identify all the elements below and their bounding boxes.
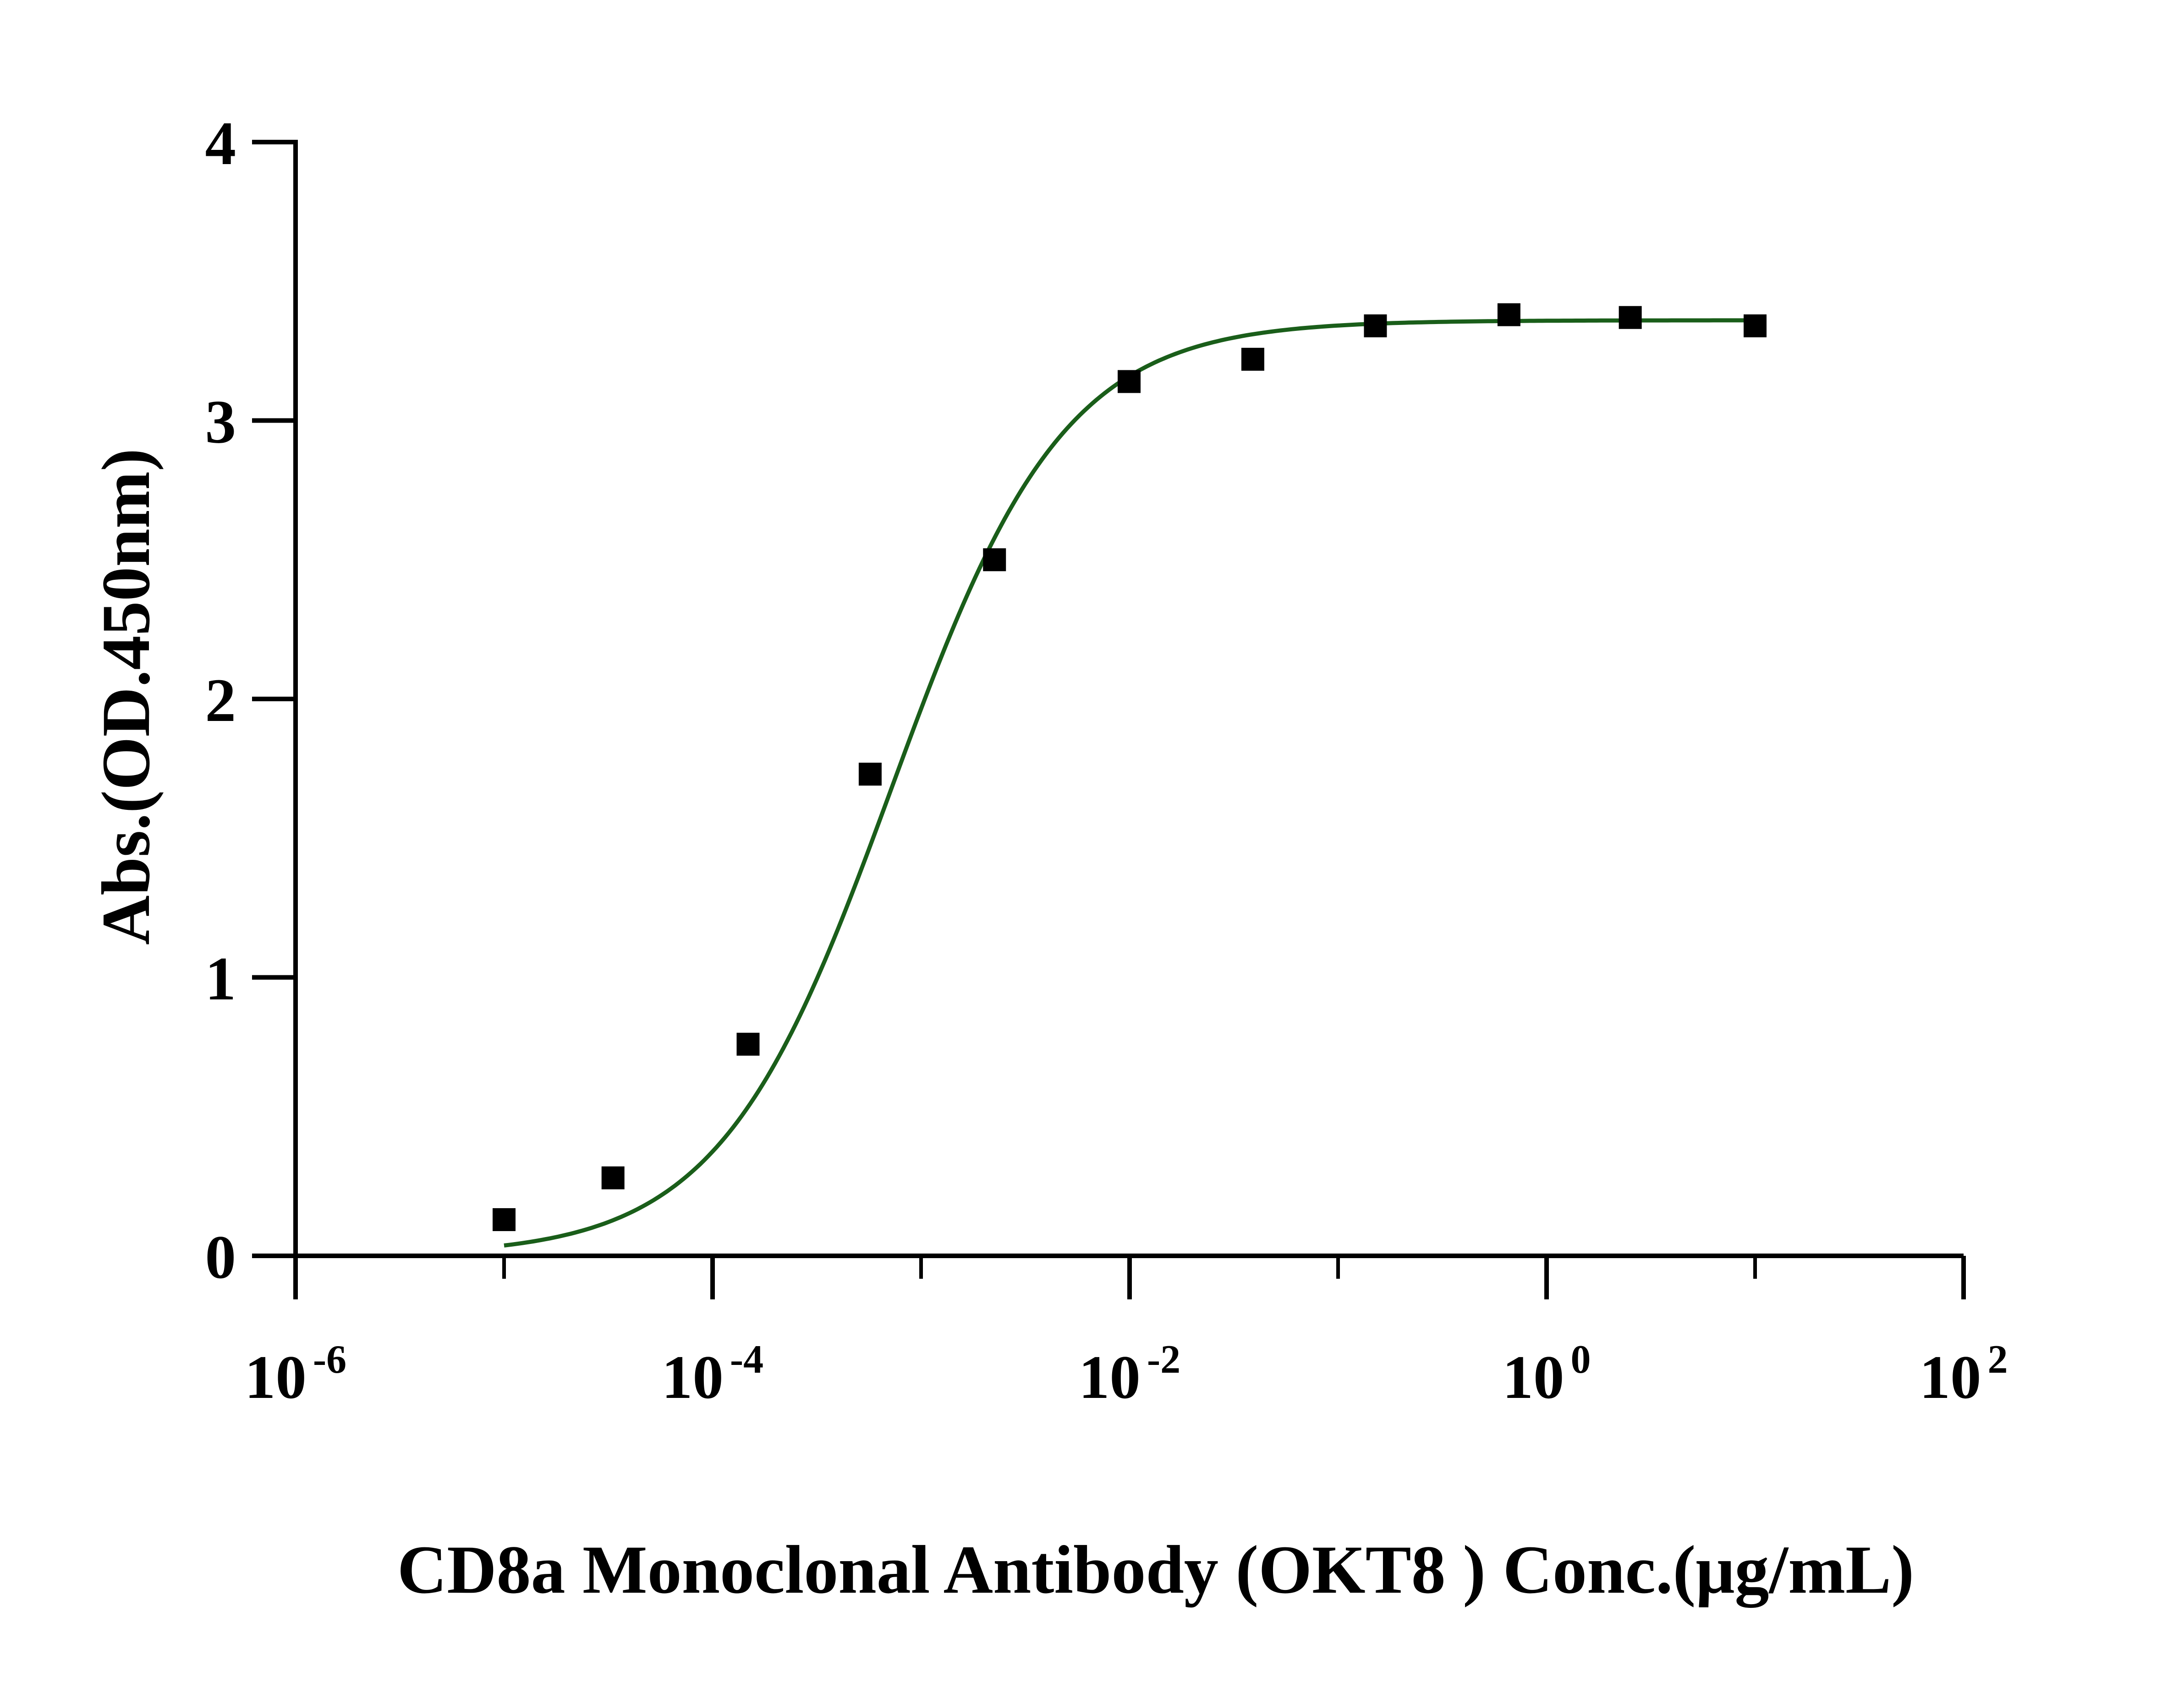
fit-curve-group [504,318,1755,1248]
x-tick-label: 10 0 [1503,1337,1591,1412]
y-tick-label: 4 [205,110,236,178]
data-point [858,763,882,786]
fit-curve [504,318,1755,1248]
data-point [983,548,1006,572]
y-tick-label: 2 [205,666,236,735]
y-tick-label: 0 [205,1223,236,1292]
x-tick-label: 10 2 [1920,1337,2008,1412]
data-point [601,1166,625,1189]
data-point [736,1033,760,1056]
data-points [493,303,1767,1232]
axes [252,140,1966,1299]
data-point [1497,303,1520,326]
data-point [1118,370,1141,393]
y-tick-labels: 0 1 2 3 4 [205,110,236,1292]
x-axis-title: CD8a Monoclonal Antibody (OKT8 ) Conc.(μ… [397,1532,1914,1608]
x-tick-label: 10 -6 [245,1337,346,1412]
x-tick-labels: 10 -6 10 -4 10 -2 10 0 10 2 [245,1337,2008,1412]
y-tick-label: 1 [205,945,236,1013]
y-tick-label: 3 [205,388,236,456]
x-tick-label: 10 -4 [662,1337,763,1412]
data-point [1241,347,1264,371]
data-point [1619,306,1642,329]
x-tick-label: 10 -2 [1079,1337,1180,1412]
data-point [493,1208,516,1232]
y-axis-title: Abs.(OD.450nm) [88,448,164,945]
data-point [1744,314,1767,337]
data-point [1364,314,1387,337]
